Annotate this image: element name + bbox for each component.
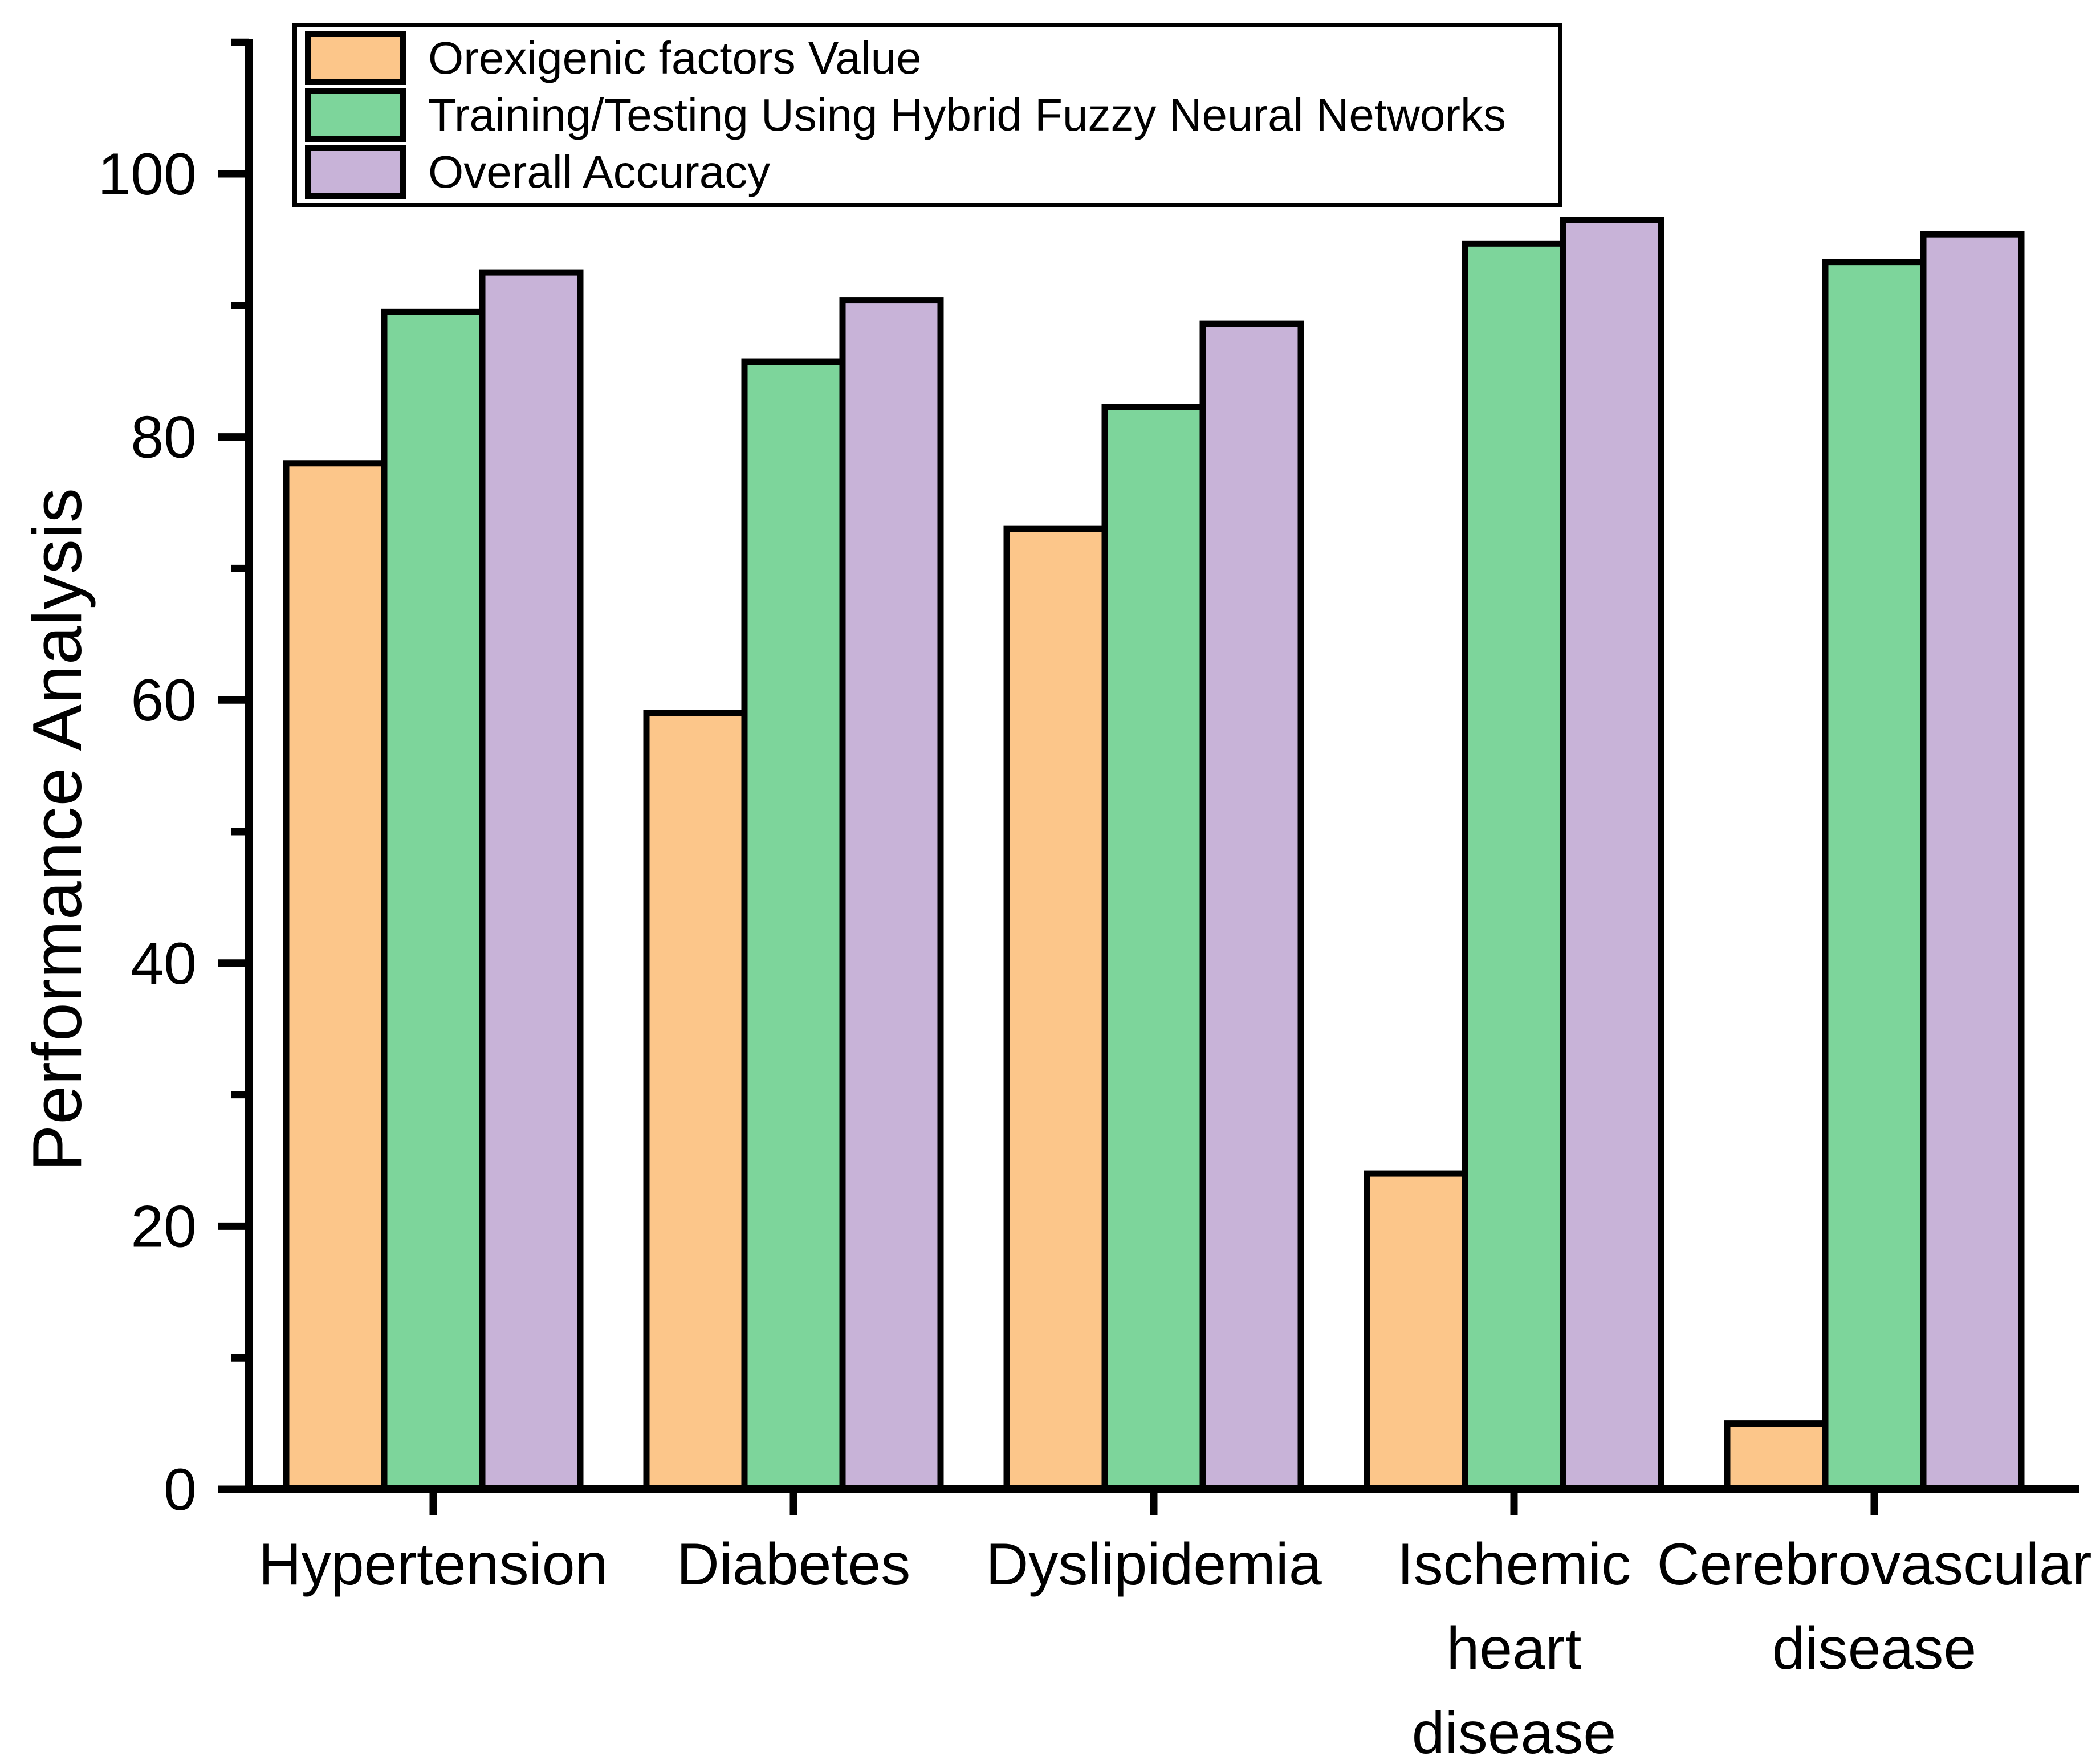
x-category-label-line: disease: [1772, 1616, 1976, 1682]
y-tick-label: 100: [97, 141, 197, 207]
y-tick-label: 60: [131, 667, 197, 734]
bar-hypertension-series-0: [283, 460, 388, 1493]
bar-dyslipidemia-series-2: [1199, 320, 1304, 1493]
x-category-label-line: Diabetes: [677, 1531, 910, 1598]
legend-swatch-orexigenic: [305, 31, 406, 85]
bar-cerebrovascular-disease-series-1: [1822, 259, 1927, 1493]
y-tick-label: 20: [131, 1193, 197, 1260]
legend-item-training-testing: Training/Testing Using Hybrid Fuzzy Neur…: [297, 87, 1558, 144]
legend: Orexigenic factors Value Training/Testin…: [292, 23, 1562, 207]
legend-label-training-testing: Training/Testing Using Hybrid Fuzzy Neur…: [428, 89, 1507, 140]
bar-dyslipidemia-series-1: [1101, 404, 1206, 1493]
bar-diabetes-series-1: [741, 358, 846, 1493]
y-tick-label: 40: [131, 931, 197, 997]
bar-hypertension-series-2: [479, 269, 584, 1493]
bar-diabetes-series-2: [839, 297, 944, 1493]
y-tick-label: 0: [164, 1457, 197, 1523]
bar-cerebrovascular-disease-series-0: [1724, 1420, 1829, 1493]
legend-swatch-overall-accuracy: [305, 145, 406, 199]
x-category-label-line: heart: [1446, 1616, 1581, 1682]
legend-item-overall-accuracy: Overall Accuracy: [297, 144, 1558, 201]
x-category-label-line: Ischemic: [1397, 1531, 1631, 1598]
y-tick-label: 80: [131, 405, 197, 471]
legend-item-orexigenic: Orexigenic factors Value: [297, 30, 1558, 87]
legend-label-orexigenic: Orexigenic factors Value: [428, 32, 922, 83]
bar-ischemic-heart-disease-series-2: [1560, 217, 1664, 1493]
x-category-label-line: Cerebrovascular: [1657, 1531, 2092, 1598]
bar-dyslipidemia-series-0: [1003, 525, 1108, 1493]
x-category-label-line: disease: [1412, 1700, 1616, 1760]
x-category-label-line: Dyslipidemia: [986, 1531, 1322, 1598]
bar-diabetes-series-0: [643, 710, 748, 1493]
bar-ischemic-heart-disease-series-0: [1364, 1170, 1468, 1493]
legend-label-overall-accuracy: Overall Accuracy: [428, 146, 771, 197]
bar-ischemic-heart-disease-series-1: [1462, 240, 1566, 1493]
bar-hypertension-series-1: [381, 308, 486, 1493]
x-category-label-line: Hypertension: [259, 1531, 608, 1598]
y-axis-title: Performance Analysis: [18, 487, 96, 1171]
bar-cerebrovascular-disease-series-2: [1920, 231, 2025, 1493]
legend-swatch-training-testing: [305, 88, 406, 142]
